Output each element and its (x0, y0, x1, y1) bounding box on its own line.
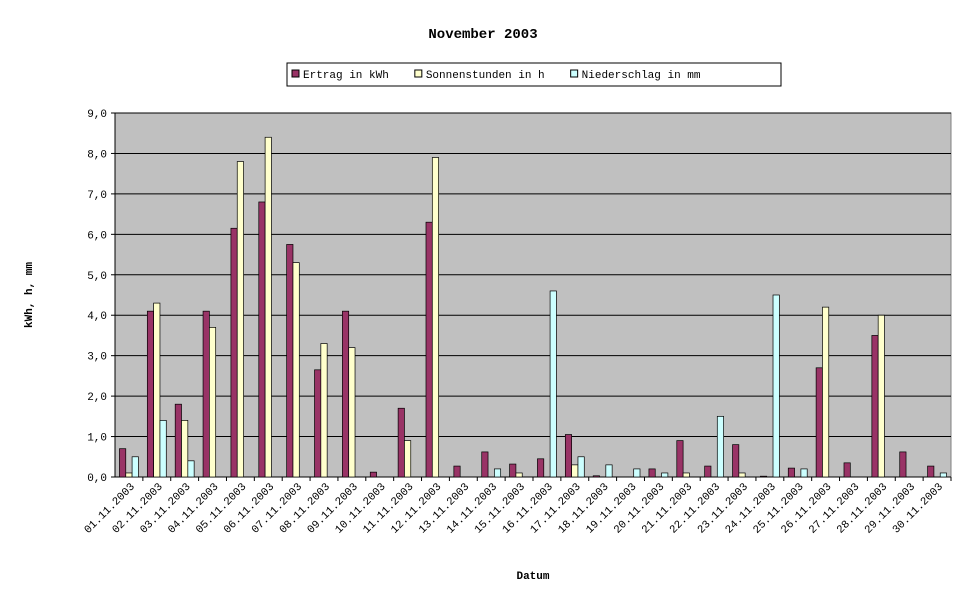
bar (314, 369, 322, 478)
bar (899, 451, 907, 478)
bar (877, 314, 885, 478)
y-tick-label: 3,0 (87, 352, 107, 364)
legend-swatch (291, 69, 300, 78)
bar (264, 136, 272, 478)
bar (787, 467, 795, 478)
bar (605, 464, 613, 478)
bar (236, 161, 244, 478)
bar (481, 451, 489, 478)
bar (537, 458, 545, 478)
bar (187, 460, 195, 478)
chart-title: November 2003 (428, 27, 537, 43)
y-tick-label: 7,0 (87, 190, 107, 202)
bar (202, 310, 210, 478)
bar (822, 306, 830, 478)
bar (230, 227, 238, 478)
bar (815, 367, 823, 478)
bar (209, 327, 217, 478)
bar (119, 448, 127, 478)
bar (704, 465, 712, 478)
bar (125, 472, 133, 478)
bar (592, 475, 600, 478)
bar (564, 434, 572, 478)
y-tick-label: 6,0 (87, 230, 107, 242)
plot-area (114, 112, 952, 478)
legend-box (286, 62, 782, 87)
legend-label: Niederschlag in mm (582, 70, 701, 82)
bar (682, 472, 690, 478)
bar (843, 462, 851, 478)
bar (453, 465, 461, 478)
bar (577, 456, 585, 478)
y-tick-label: 4,0 (87, 311, 107, 323)
bar (292, 262, 300, 478)
bar (348, 347, 356, 478)
bar (181, 420, 189, 478)
bar (515, 472, 523, 478)
y-axis-label: kWh, h, mm (24, 262, 36, 328)
legend-swatch (570, 69, 579, 78)
bar (716, 415, 724, 478)
bar (549, 290, 557, 478)
bar (397, 407, 405, 478)
legend-swatch (414, 69, 423, 78)
y-tick-label: 2,0 (87, 392, 107, 404)
bar (258, 201, 266, 478)
bar (661, 472, 669, 478)
y-tick-label: 1,0 (87, 433, 107, 445)
bar (404, 440, 412, 478)
bar (425, 221, 433, 478)
bar (159, 420, 167, 478)
bar (633, 468, 641, 478)
bar (648, 468, 656, 478)
bar (738, 472, 746, 478)
bar (369, 471, 377, 478)
y-tick-label: 8,0 (87, 149, 107, 161)
bar (676, 440, 684, 478)
bar (131, 456, 139, 478)
x-tick-label: 30.11.2003 (891, 481, 946, 536)
bar (939, 472, 947, 478)
bar (732, 444, 740, 478)
legend-label: Sonnenstunden in h (426, 70, 545, 82)
bar (146, 310, 154, 478)
bar (871, 335, 879, 478)
bar (153, 302, 161, 478)
bar (571, 464, 579, 478)
x-axis-label: Datum (516, 571, 549, 583)
bar (174, 403, 182, 478)
y-tick-label: 9,0 (87, 109, 107, 121)
bar (431, 157, 439, 478)
bar (320, 343, 328, 478)
legend: Ertrag in kWh Sonnenstunden in h Niedersch… (286, 62, 782, 87)
bar (286, 244, 294, 478)
bar (800, 468, 808, 478)
bar (772, 294, 780, 478)
bar (760, 475, 768, 478)
y-tick-label: 0,0 (87, 473, 107, 485)
bar (342, 310, 350, 478)
bar (494, 468, 502, 478)
legend-label: Ertrag in kWh (303, 70, 389, 82)
bar (927, 465, 935, 478)
bar (509, 463, 517, 478)
y-tick-label: 5,0 (87, 271, 107, 283)
